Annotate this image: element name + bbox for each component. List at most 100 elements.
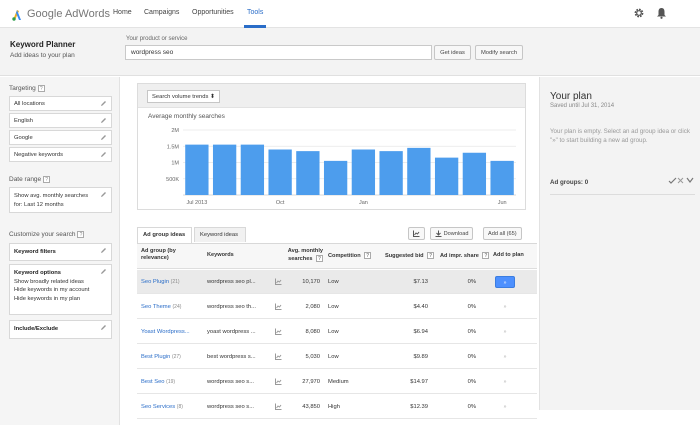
help-icon[interactable]: ? — [427, 252, 435, 259]
plan-title: Your plan — [550, 91, 592, 102]
add-to-plan-button[interactable]: » — [503, 354, 507, 360]
trend-chart-icon[interactable] — [275, 303, 282, 310]
x-tick-label: Jun — [498, 200, 507, 206]
chart-type-dropdown[interactable]: Search volume trends ⬍ — [147, 90, 220, 103]
add-to-plan-button[interactable]: » — [503, 379, 507, 385]
add-to-plan-button[interactable]: » — [503, 304, 507, 310]
table-row[interactable]: Seo Plugin (21) wordpress seo pl... 10,1… — [137, 270, 537, 294]
pencil-icon[interactable] — [100, 191, 107, 198]
col-suggested-bid[interactable]: Suggested bid ? — [385, 252, 435, 259]
add-to-plan-button[interactable]: » — [503, 404, 507, 410]
pencil-icon[interactable] — [100, 268, 107, 275]
nav-tab-home[interactable]: Home — [113, 9, 132, 16]
chart-bar[interactable] — [240, 144, 265, 195]
chart-bar[interactable] — [185, 144, 209, 195]
chart-bar[interactable] — [434, 157, 459, 195]
keywords-cell[interactable]: wordpress seo s... — [207, 379, 255, 385]
keywords-cell[interactable]: yoast wordpress ... — [207, 329, 256, 335]
help-icon[interactable]: ? — [37, 85, 45, 92]
pencil-icon[interactable] — [100, 247, 107, 254]
targeting-negative-keywords[interactable]: Negative keywords — [9, 147, 112, 162]
adwords-logo[interactable]: Google AdWords — [10, 6, 110, 22]
chart-toggle-button[interactable] — [408, 227, 425, 240]
table-row[interactable]: Best Plugin (27) best wordpress s... 5,0… — [137, 345, 537, 369]
nav-tab-campaigns[interactable]: Campaigns — [144, 9, 180, 16]
col-competition[interactable]: Competition ? — [328, 252, 372, 259]
help-icon[interactable]: ? — [77, 231, 85, 238]
chart-bar[interactable] — [323, 160, 348, 195]
table-row[interactable]: Seo Theme (24) wordpress seo th... 2,080… — [137, 295, 537, 319]
chart-bar[interactable] — [407, 147, 431, 195]
avg-searches-cell: 8,080 — [305, 329, 320, 335]
competition-cell: Low — [328, 304, 339, 310]
ad-group-link[interactable]: Seo Services — [141, 404, 176, 410]
chart-bar[interactable] — [296, 151, 320, 195]
help-icon[interactable]: ? — [482, 252, 490, 259]
help-icon[interactable]: ? — [43, 176, 51, 183]
chart-bar[interactable] — [268, 149, 292, 196]
modify-search-button[interactable]: Modify search — [475, 45, 523, 60]
targeting-network[interactable]: Google — [9, 130, 112, 145]
col-keywords[interactable]: Keywords — [207, 252, 234, 258]
date-range-setting[interactable]: Show avg. monthly searches for: Last 12 … — [9, 187, 112, 213]
targeting-locations[interactable]: All locations — [9, 96, 112, 111]
pencil-icon[interactable] — [100, 324, 107, 331]
chart-bar[interactable] — [379, 151, 403, 195]
pencil-icon[interactable] — [100, 134, 107, 141]
gear-icon[interactable] — [633, 7, 645, 19]
col-ad-impr-share[interactable]: Ad impr. share ? — [440, 252, 490, 259]
x-tick-label: Jan — [359, 200, 368, 206]
y-tick-label: 2M — [171, 128, 179, 134]
trend-chart-icon[interactable] — [275, 353, 282, 360]
bell-icon[interactable] — [656, 7, 667, 19]
plan-actions-icon[interactable] — [668, 176, 694, 185]
chart-bar[interactable] — [462, 152, 487, 195]
ad-group-link[interactable]: Seo Theme — [141, 304, 171, 310]
help-icon[interactable]: ? — [316, 254, 323, 262]
ad-group-link[interactable]: Seo Plugin — [141, 279, 170, 285]
keywords-cell[interactable]: wordpress seo s... — [207, 404, 255, 410]
pencil-icon[interactable] — [100, 151, 107, 158]
tab-keyword-ideas[interactable]: Keyword ideas — [194, 227, 246, 242]
trend-chart-icon[interactable] — [275, 378, 282, 385]
help-icon[interactable]: ? — [364, 252, 372, 259]
add-all-button[interactable]: Add all (65) — [483, 227, 522, 240]
chart-bar[interactable] — [212, 144, 237, 195]
table-row[interactable]: Best Seo (19) wordpress seo s... 27,970 … — [137, 370, 537, 394]
pencil-icon[interactable] — [100, 117, 107, 124]
ad-group-ideas-table: Ad group (by relevance) Keywords Avg. mon… — [137, 243, 537, 419]
nav-tab-opportunities[interactable]: Opportunities — [192, 9, 234, 16]
impr-share-cell: 0% — [467, 404, 476, 410]
download-button[interactable]: Download — [430, 227, 474, 240]
targeting-language[interactable]: English — [9, 113, 112, 128]
chart-bar[interactable] — [490, 160, 514, 195]
include-exclude[interactable]: Include/Exclude — [9, 320, 112, 339]
keywords-cell[interactable]: wordpress seo pl... — [207, 279, 256, 285]
ad-group-link[interactable]: Yoast Wordpress... — [141, 329, 190, 335]
y-tick-label: 500K — [166, 177, 179, 183]
trend-chart-icon[interactable] — [275, 403, 282, 410]
col-avg-searches[interactable]: Avg. monthly searches ? — [287, 248, 323, 262]
add-to-plan-button[interactable]: » — [495, 276, 515, 288]
keywords-cell[interactable]: best wordpress s... — [207, 354, 256, 360]
get-ideas-button[interactable]: Get ideas — [434, 45, 471, 60]
table-row[interactable]: Seo Services (8) wordpress seo s... 43,8… — [137, 395, 537, 419]
product-search-input[interactable] — [125, 45, 432, 60]
trend-chart-icon[interactable] — [275, 278, 282, 285]
tab-ad-group-ideas[interactable]: Ad group ideas — [137, 227, 192, 243]
product-label: Your product or service — [126, 36, 188, 42]
suggested-bid-cell: $14.97 — [410, 379, 428, 385]
keyword-options[interactable]: Keyword options Show broadly related ide… — [9, 264, 112, 315]
ad-group-link[interactable]: Best Seo — [141, 379, 165, 385]
chart-bar[interactable] — [351, 149, 376, 196]
keywords-cell[interactable]: wordpress seo th... — [207, 304, 256, 310]
add-to-plan-button[interactable]: » — [503, 329, 507, 335]
nav-tab-tools[interactable]: Tools — [247, 9, 264, 16]
table-row[interactable]: Yoast Wordpress... yoast wordpress ... 8… — [137, 320, 537, 344]
ad-group-link[interactable]: Best Plugin — [141, 354, 171, 360]
col-ad-group[interactable]: Ad group (by relevance) — [141, 248, 176, 261]
pencil-icon[interactable] — [100, 100, 107, 107]
keyword-filters[interactable]: Keyword filters — [9, 243, 112, 261]
suggested-bid-cell: $6.94 — [413, 329, 428, 335]
trend-chart-icon[interactable] — [275, 328, 282, 335]
